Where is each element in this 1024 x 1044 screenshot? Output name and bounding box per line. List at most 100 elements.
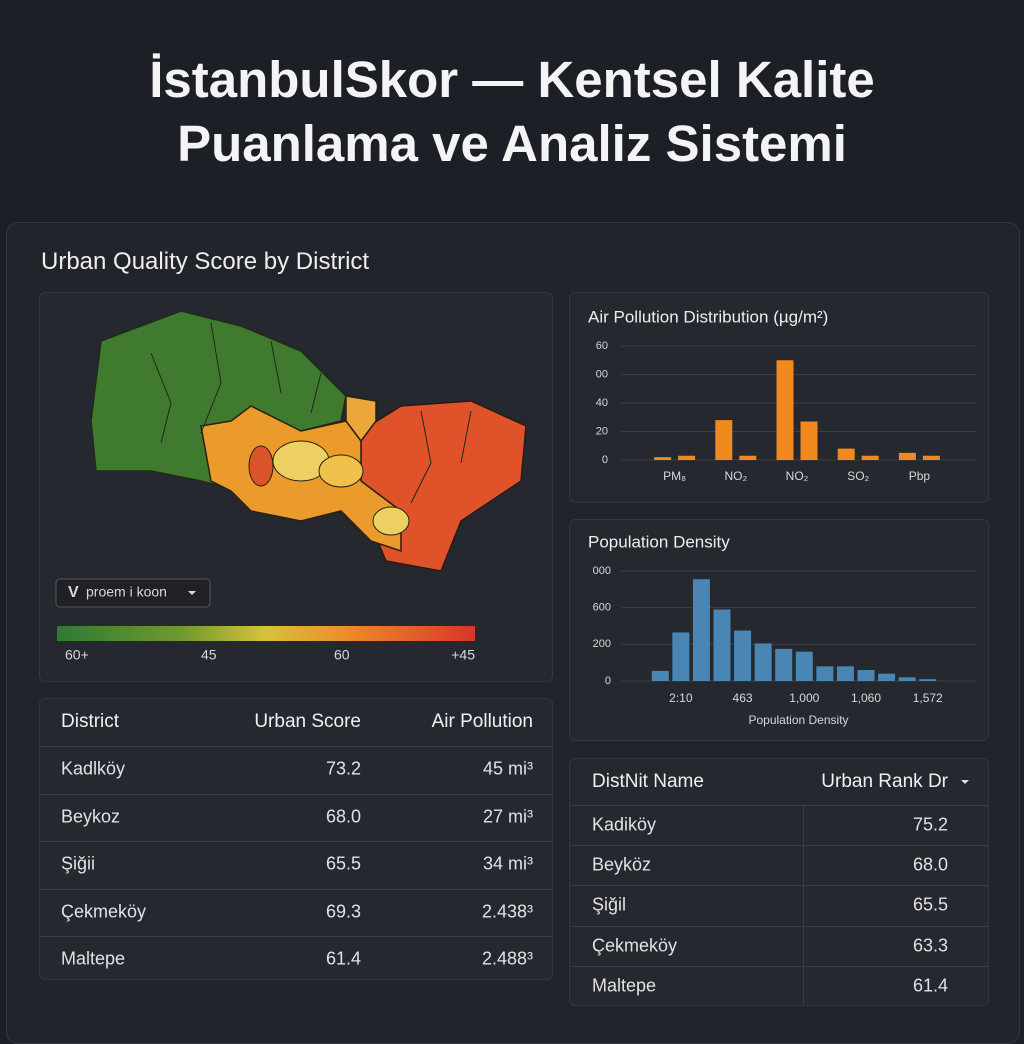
bar <box>898 452 916 460</box>
bar <box>739 455 757 460</box>
bar <box>857 670 875 681</box>
chart-title: Population Density <box>588 532 730 551</box>
table-cell: Şiğii <box>61 853 96 874</box>
bar <box>878 673 896 681</box>
row-separator <box>570 925 988 927</box>
map-region <box>248 445 274 487</box>
table-cell: 61.4 <box>912 975 948 996</box>
y-tick-label: 000 <box>593 565 611 577</box>
rank-table: DistNit Name Urban Rank Dr Kadiköy 75.2 Beyk… <box>569 758 989 1006</box>
row-separator <box>40 888 552 890</box>
bar <box>776 360 794 460</box>
table-cell: Çekmeköy <box>592 935 678 956</box>
legend-label: 45 <box>201 647 217 663</box>
table-cell: 65.5 <box>912 894 948 915</box>
bar <box>922 455 940 460</box>
table-cell: 65.5 <box>325 853 361 874</box>
density-chart-card: Population Density 0 200 600 000 2:10 463 1,000… <box>569 519 989 741</box>
row-separator <box>40 936 552 937</box>
table-cell: 68.0 <box>912 854 948 875</box>
x-axis-label: Population Density <box>748 713 848 727</box>
map-region <box>318 454 364 488</box>
bar <box>816 666 834 681</box>
x-tick-label: 1,000 <box>789 691 819 705</box>
panel-title: Urban Quality Score by District <box>41 248 370 275</box>
column-header: District <box>61 711 120 732</box>
x-tick-label: 1,572 <box>913 691 943 705</box>
column-header: Urban Score <box>254 711 361 732</box>
table-cell: Şiğil <box>592 894 627 915</box>
x-tick-label: SO₂ <box>847 469 869 483</box>
map-card: V proem i koon 60+ 45 60 +45 <box>39 292 553 682</box>
row-separator <box>40 841 552 842</box>
table-cell: Kadlköy <box>61 758 126 779</box>
bar <box>795 651 813 681</box>
x-tick-label: Pbp <box>909 469 931 483</box>
y-tick-label: 40 <box>596 397 608 409</box>
table-cell: 2.438³ <box>481 901 533 921</box>
page-title: İstanbulSkor — Kentsel Kalite Puanlama v… <box>149 51 875 172</box>
table-cell: 68.0 <box>325 806 361 826</box>
bar <box>861 455 879 460</box>
table-cell: 2.488³ <box>481 948 533 969</box>
sort-icon <box>961 780 969 784</box>
y-tick-label: 600 <box>593 602 611 614</box>
x-tick-label: NO₂ <box>786 469 809 483</box>
table-cell: 45 mi³ <box>482 758 533 779</box>
air-chart-card: Air Pollution Distribution (µg/m²) 0 20 40 0… <box>569 292 989 503</box>
y-tick-label: 60 <box>596 340 608 352</box>
table-cell: 63.3 <box>912 935 948 956</box>
chart: Air Pollution Distribution (µg/m²) 0 20 40 0… <box>588 307 976 483</box>
table-cell: Beykoz <box>61 806 121 826</box>
x-tick-label: NO₂ <box>724 469 747 483</box>
bar <box>654 457 672 460</box>
table-cell: 34 mi³ <box>482 853 533 874</box>
bar <box>678 455 696 460</box>
bar <box>919 679 937 681</box>
row-separator <box>40 793 552 795</box>
bar <box>715 420 733 460</box>
chart-title: Air Pollution Distribution (µg/m²) <box>588 307 828 326</box>
bar <box>898 677 916 681</box>
x-tick-label: PM₈ <box>663 469 686 483</box>
bar <box>713 609 731 681</box>
bar <box>672 632 690 681</box>
table-cell: 69.3 <box>325 901 361 921</box>
table-cell: 73.2 <box>325 758 361 779</box>
row-separator <box>570 965 988 967</box>
chart: Population Density 0 200 600 000 2:10 463 1,000… <box>588 532 976 727</box>
dropdown-label: proem i koon <box>86 584 167 600</box>
map: V proem i koon 60+ 45 60 +45 <box>55 310 527 663</box>
bar <box>754 643 772 681</box>
column-divider <box>803 805 804 1005</box>
table-cell: Beyköz <box>592 854 652 875</box>
row-separator <box>570 885 988 887</box>
table-cell: Maltepe <box>61 948 126 969</box>
dropdown-key: V <box>68 584 79 601</box>
row-separator <box>40 746 552 747</box>
x-tick-label: 2:10 <box>669 691 693 705</box>
map-region <box>372 506 410 536</box>
column-header: Urban Rank Dr <box>821 771 948 792</box>
dropdown-arrow <box>188 591 196 595</box>
table-cell: 27 mi³ <box>482 806 533 826</box>
y-tick-label: 200 <box>593 638 611 650</box>
map-border <box>150 322 472 504</box>
bar <box>651 670 669 681</box>
sort-arrow <box>961 780 969 784</box>
y-tick-label: 00 <box>596 368 608 380</box>
dropdown[interactable] <box>55 578 211 608</box>
legend-gradient <box>57 626 475 641</box>
table-cell: Çekmeköy <box>61 901 147 921</box>
bar <box>692 579 710 681</box>
bar <box>775 648 793 681</box>
bar <box>734 630 752 681</box>
bar <box>837 448 855 460</box>
x-tick-label: 463 <box>733 691 753 705</box>
table-cell: Kadiköy <box>592 814 657 835</box>
legend-label: +45 <box>451 647 475 663</box>
row-separator <box>570 845 988 847</box>
legend-label: 60+ <box>65 647 89 663</box>
table-cell: Maltepe <box>592 975 657 996</box>
